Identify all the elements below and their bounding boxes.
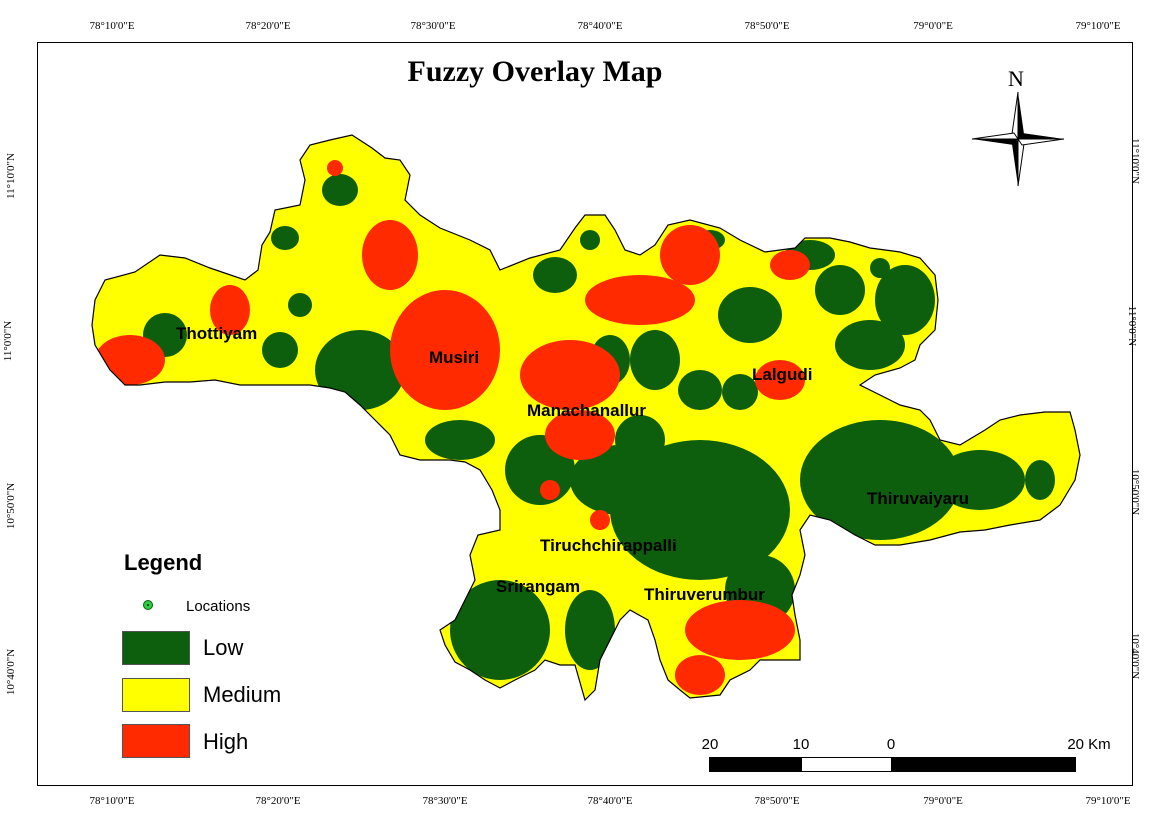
place-label-musiri: Musiri <box>429 348 480 367</box>
place-label-thottiyam: Thottiyam <box>176 324 258 343</box>
graticule-top-label: 78°40'0"E <box>577 20 623 32</box>
graticule-bottom-label: 78°10'0"E <box>89 795 135 807</box>
location-point-icon <box>143 600 153 610</box>
graticule-top-label: 78°50'0"E <box>744 20 790 32</box>
graticule-bottom-label: 78°50'0"E <box>754 795 800 807</box>
graticule-top-label: 78°30'0"E <box>410 20 456 32</box>
legend-swatch-medium <box>122 678 190 712</box>
legend-title: Legend <box>124 550 203 575</box>
map-frame <box>37 42 1133 786</box>
legend-label-low: Low <box>203 635 244 660</box>
graticule-bottom-label: 79°0'0"E <box>923 795 963 807</box>
place-label-tiruchchirappalli: Tiruchchirappalli <box>540 536 677 555</box>
north-arrow-icon <box>971 91 1065 187</box>
graticule-bottom-label: 78°30'0"E <box>422 795 468 807</box>
map-title: Fuzzy Overlay Map <box>407 55 663 88</box>
graticule-bottom-label: 78°20'0"E <box>255 795 301 807</box>
legend-label-high: High <box>203 729 249 754</box>
legend-swatch-high <box>122 724 190 758</box>
scale-bar <box>709 757 1076 772</box>
legend-swatch-low <box>122 631 190 665</box>
scale-label: 20 <box>701 736 719 753</box>
scale-label: 10 <box>792 736 810 753</box>
north-arrow-label: N <box>1008 66 1024 91</box>
graticule-top-label: 78°10'0"E <box>89 20 135 32</box>
place-label-manachanallur: Manachanallur <box>527 401 647 420</box>
place-label-thiruvaiyaru: Thiruvaiyaru <box>867 489 970 508</box>
graticule-top-label: 79°0'0"E <box>913 20 953 32</box>
place-label-lalgudi: Lalgudi <box>752 365 813 384</box>
legend-label-medium: Medium <box>203 682 282 707</box>
graticule-top-label: 79°10'0"E <box>1075 20 1121 32</box>
scale-label: 0 <box>886 736 896 753</box>
legend-locations-label: Locations <box>186 598 251 615</box>
place-label-srirangam: Srirangam <box>496 577 581 596</box>
scale-label: 20 Km <box>1067 736 1111 753</box>
graticule-bottom-label: 79°10'0"E <box>1085 795 1131 807</box>
graticule-top-label: 78°20'0"E <box>245 20 291 32</box>
graticule-bottom-label: 78°40'0"E <box>587 795 633 807</box>
place-label-thiruverumbur: Thiruverumbur <box>644 585 765 604</box>
